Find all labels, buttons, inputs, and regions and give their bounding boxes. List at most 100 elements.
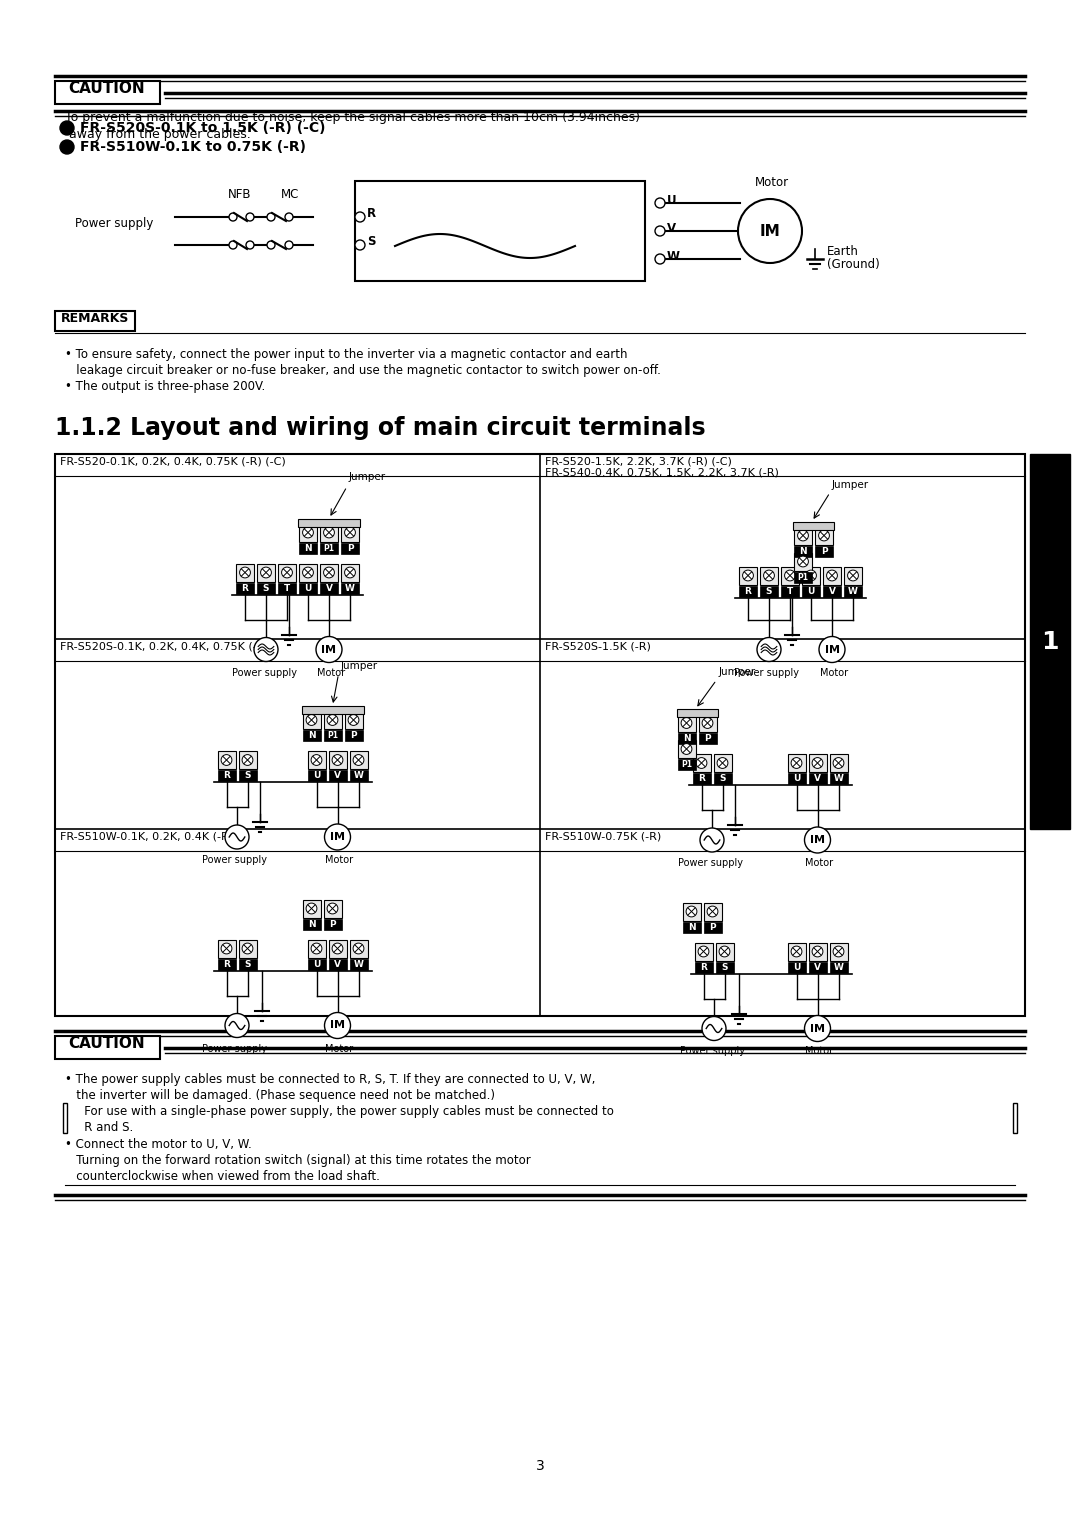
Bar [829,774,848,784]
Text: N: N [799,546,807,555]
Bar [299,523,318,542]
Bar [308,751,325,769]
Circle shape [302,568,313,578]
Bar [703,902,721,920]
Text: Power supply: Power supply [203,855,268,865]
Text: MC: MC [281,188,299,201]
Text: V: V [667,221,676,235]
Circle shape [306,903,316,914]
Text: N: N [305,543,312,552]
Circle shape [702,717,713,728]
Circle shape [246,214,254,221]
Bar [320,583,338,594]
Bar [345,711,363,729]
Text: FR-S520S-0.1K, 0.2K, 0.4K, 0.75K (-R): FR-S520S-0.1K, 0.2K, 0.4K, 0.75K (-R) [60,641,269,652]
Circle shape [324,1012,351,1039]
Circle shape [654,198,665,208]
Text: S: S [721,963,728,972]
Text: S: S [244,771,251,780]
Circle shape [812,946,823,957]
Bar [676,710,717,717]
Circle shape [221,754,232,766]
Bar [350,958,367,969]
Circle shape [267,214,275,221]
Bar [301,707,364,714]
Bar [793,522,834,530]
Text: Jumper: Jumper [349,472,387,482]
Bar [237,583,254,594]
Bar [843,586,862,597]
Text: For use with a single-phase power supply, the power supply cables must be connec: For use with a single-phase power supply… [73,1105,613,1119]
Bar [802,586,820,597]
Bar [257,563,275,581]
Text: CAUTION: CAUTION [69,1036,146,1050]
Text: U: U [305,583,312,592]
Bar [239,771,257,781]
Text: To prevent a malfunction due to noise, keep the signal cables more than 10cm (3.: To prevent a malfunction due to noise, k… [65,111,640,124]
Text: W: W [346,583,355,592]
Bar [341,583,359,594]
Bar [715,961,733,972]
Bar [320,523,338,542]
Text: N: N [308,731,315,740]
Text: IM: IM [759,223,781,238]
Text: FR-S520S-1.5K (-R): FR-S520S-1.5K (-R) [545,641,651,652]
Bar [324,729,341,742]
Text: FR-S510W-0.1K to 0.75K (-R): FR-S510W-0.1K to 0.75K (-R) [80,140,306,154]
Bar [328,771,347,781]
Bar [787,754,806,772]
Circle shape [743,571,754,581]
Bar [308,958,325,969]
Text: • The output is three-phase 200V.: • The output is three-phase 200V. [65,380,266,394]
Bar [328,940,347,957]
Bar [1013,1103,1017,1132]
Bar [781,586,799,597]
Text: W: W [834,963,843,972]
Text: W: W [353,771,364,780]
Bar [355,182,645,281]
Bar [809,754,826,772]
Text: 1.1.2 Layout and wiring of main circuit terminals: 1.1.2 Layout and wiring of main circuit … [55,417,705,439]
Circle shape [333,943,343,954]
Text: Motor: Motor [755,175,789,189]
Text: S: S [719,774,726,783]
Circle shape [805,1015,831,1042]
Text: Jumper: Jumper [832,479,869,490]
Text: V: V [814,774,821,783]
Circle shape [285,241,293,249]
Bar [324,711,341,729]
Bar [239,751,257,769]
Bar [694,943,713,960]
Text: R: R [224,960,230,969]
Bar [692,774,711,784]
Text: P1: P1 [327,731,338,740]
Bar [299,543,318,554]
Bar [781,566,799,584]
Circle shape [240,568,251,578]
Circle shape [791,757,801,769]
Text: V: V [334,771,341,780]
Text: R: R [700,963,707,972]
Bar [703,922,721,932]
Text: IM: IM [330,832,345,842]
Circle shape [60,121,75,134]
Bar [739,566,757,584]
Bar [320,543,338,554]
Bar [843,566,862,584]
Text: Power supply: Power supply [75,217,153,229]
Circle shape [324,824,351,850]
Circle shape [345,568,355,578]
Circle shape [719,946,730,957]
Text: V: V [814,963,821,972]
Circle shape [348,714,359,725]
Bar [809,961,826,972]
Bar [298,519,360,526]
Bar [794,545,812,557]
Circle shape [833,757,843,769]
Bar [324,919,341,929]
Bar [677,714,696,732]
Bar [350,940,367,957]
Text: U: U [793,963,800,972]
Text: IM: IM [810,1024,825,1033]
Bar [63,1103,67,1132]
